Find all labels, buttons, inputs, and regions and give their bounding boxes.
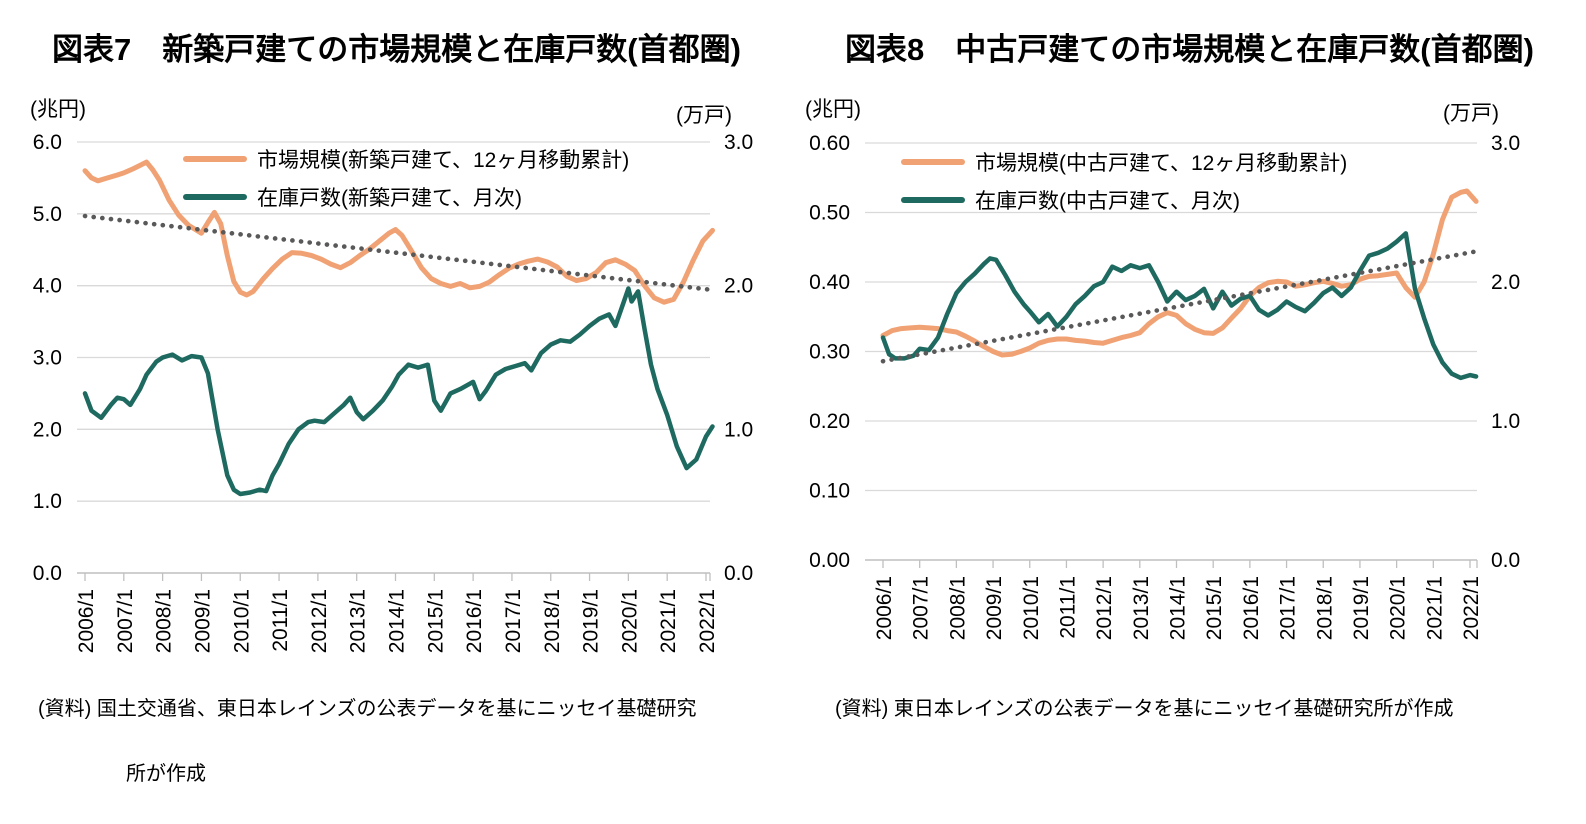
source-note-fig7: (資料) 国土交通省、東日本レインズの公表データを基にニッセイ基礎研究 所が作成 xyxy=(38,692,696,786)
svg-text:2.0: 2.0 xyxy=(1491,271,1520,294)
svg-text:2.0: 2.0 xyxy=(33,418,62,441)
svg-text:2013/1: 2013/1 xyxy=(347,589,370,653)
svg-text:0.0: 0.0 xyxy=(724,562,753,585)
panel-fig7: 図表7 新築戸建ての市場規模と在庫戸数(首都圏) 6.0 5.0 4.0 3.0 2.0… xyxy=(30,32,753,786)
svg-text:2016/1: 2016/1 xyxy=(463,589,486,653)
svg-text:2015/1: 2015/1 xyxy=(1203,576,1226,640)
svg-text:(兆円): (兆円) xyxy=(30,98,86,121)
line-chart-fig7: 6.0 5.0 4.0 3.0 2.0 1.0 0.0 3.0 2.0 1.0 0.0 2006/1 2… xyxy=(30,98,753,653)
svg-text:2021/1: 2021/1 xyxy=(657,589,680,653)
svg-text:2.0: 2.0 xyxy=(724,275,753,298)
legend-label-market: 市場規模(新築戸建て、12ヶ月移動累計) xyxy=(257,149,630,172)
svg-text:2008/1: 2008/1 xyxy=(946,576,969,640)
legend-item-inventory: 在庫戸数(中古戸建て、月次) xyxy=(901,181,1347,219)
svg-text:1.0: 1.0 xyxy=(724,418,753,441)
svg-text:2014/1: 2014/1 xyxy=(386,589,409,653)
svg-text:2022/1: 2022/1 xyxy=(696,589,719,653)
panel-fig8: 図表8 中古戸建ての市場規模と在庫戸数(首都圏) 0.60 0.50 0.40 0.3… xyxy=(793,0,1586,824)
svg-text:1.0: 1.0 xyxy=(33,490,62,513)
inventory-line-swatch xyxy=(183,194,247,200)
svg-text:2006/1: 2006/1 xyxy=(75,589,98,653)
market-line-swatch xyxy=(183,156,247,162)
legend-item-market: 市場規模(中古戸建て、12ヶ月移動累計) xyxy=(901,143,1347,181)
svg-text:2015/1: 2015/1 xyxy=(424,589,447,653)
svg-text:2011/1: 2011/1 xyxy=(269,589,292,652)
svg-text:2016/1: 2016/1 xyxy=(1240,576,1263,640)
legend-label-market: 市場規模(中古戸建て、12ヶ月移動累計) xyxy=(975,152,1348,175)
svg-text:2014/1: 2014/1 xyxy=(1167,576,1190,640)
svg-text:2019/1: 2019/1 xyxy=(580,589,603,653)
svg-text:0.30: 0.30 xyxy=(809,341,850,364)
legend-fig7: 市場規模(新築戸建て、12ヶ月移動累計) 在庫戸数(新築戸建て、月次) xyxy=(183,140,629,216)
svg-text:2017/1: 2017/1 xyxy=(502,589,525,653)
svg-text:2017/1: 2017/1 xyxy=(1277,576,1300,640)
svg-text:1.0: 1.0 xyxy=(1491,410,1520,433)
svg-text:2013/1: 2013/1 xyxy=(1130,576,1153,640)
svg-text:0.10: 0.10 xyxy=(809,480,850,503)
svg-text:6.0: 6.0 xyxy=(33,131,62,154)
line-chart-fig8: 0.60 0.50 0.40 0.30 0.20 0.10 0.00 3.0 2.0 1.0 0.0… xyxy=(805,98,1520,640)
svg-text:2010/1: 2010/1 xyxy=(230,589,253,653)
svg-text:2018/1: 2018/1 xyxy=(1313,576,1336,640)
chart-title-fig8: 図表8 中古戸建ての市場規模と在庫戸数(首都圏) xyxy=(845,32,1534,67)
legend-fig8: 市場規模(中古戸建て、12ヶ月移動累計) 在庫戸数(中古戸建て、月次) xyxy=(901,143,1347,219)
svg-text:2007/1: 2007/1 xyxy=(114,589,137,653)
svg-text:4.0: 4.0 xyxy=(33,275,62,298)
svg-text:(万戸): (万戸) xyxy=(1443,102,1499,125)
svg-text:2010/1: 2010/1 xyxy=(1020,576,1043,640)
svg-text:2020/1: 2020/1 xyxy=(618,589,641,653)
svg-text:5.0: 5.0 xyxy=(33,203,62,226)
market-line-swatch xyxy=(901,159,965,165)
svg-text:0.00: 0.00 xyxy=(809,549,850,572)
svg-text:2018/1: 2018/1 xyxy=(541,589,564,653)
legend-item-market: 市場規模(新築戸建て、12ヶ月移動累計) xyxy=(183,140,629,178)
legend-label-inventory: 在庫戸数(新築戸建て、月次) xyxy=(257,187,522,210)
svg-text:3.0: 3.0 xyxy=(33,347,62,370)
svg-text:2020/1: 2020/1 xyxy=(1387,576,1410,640)
svg-text:2007/1: 2007/1 xyxy=(910,576,933,640)
legend-label-inventory: 在庫戸数(中古戸建て、月次) xyxy=(975,190,1240,213)
source-line-1: (資料) 東日本レインズの公表データを基にニッセイ基礎研究所が作成 xyxy=(835,698,1454,720)
svg-text:2008/1: 2008/1 xyxy=(153,589,176,653)
svg-text:0.0: 0.0 xyxy=(33,562,62,585)
svg-text:(兆円): (兆円) xyxy=(805,98,861,121)
svg-text:3.0: 3.0 xyxy=(724,131,753,154)
source-line-2: 所が作成 xyxy=(126,763,206,785)
svg-text:0.60: 0.60 xyxy=(809,132,850,155)
svg-text:2022/1: 2022/1 xyxy=(1460,576,1483,640)
source-line-1: (資料) 国土交通省、東日本レインズの公表データを基にニッセイ基礎研究 xyxy=(38,698,697,720)
inventory-line-swatch xyxy=(901,197,965,203)
source-note-fig8: (資料) 東日本レインズの公表データを基にニッセイ基礎研究所が作成 xyxy=(835,692,1453,757)
svg-text:2009/1: 2009/1 xyxy=(983,576,1006,640)
chart-title-fig7: 図表7 新築戸建ての市場規模と在庫戸数(首都圏) xyxy=(52,32,741,67)
svg-text:0.50: 0.50 xyxy=(809,202,850,225)
svg-text:0.0: 0.0 xyxy=(1491,549,1520,572)
svg-text:2021/1: 2021/1 xyxy=(1423,576,1446,640)
svg-text:2019/1: 2019/1 xyxy=(1350,576,1373,640)
svg-text:2012/1: 2012/1 xyxy=(308,589,331,653)
svg-text:(万戸): (万戸) xyxy=(676,104,732,127)
svg-text:2009/1: 2009/1 xyxy=(191,589,214,653)
svg-text:2011/1: 2011/1 xyxy=(1056,576,1079,639)
svg-text:0.20: 0.20 xyxy=(809,410,850,433)
svg-text:2012/1: 2012/1 xyxy=(1093,576,1116,640)
legend-item-inventory: 在庫戸数(新築戸建て、月次) xyxy=(183,178,629,216)
svg-text:0.40: 0.40 xyxy=(809,271,850,294)
svg-text:2006/1: 2006/1 xyxy=(873,576,896,640)
svg-text:3.0: 3.0 xyxy=(1491,132,1520,155)
